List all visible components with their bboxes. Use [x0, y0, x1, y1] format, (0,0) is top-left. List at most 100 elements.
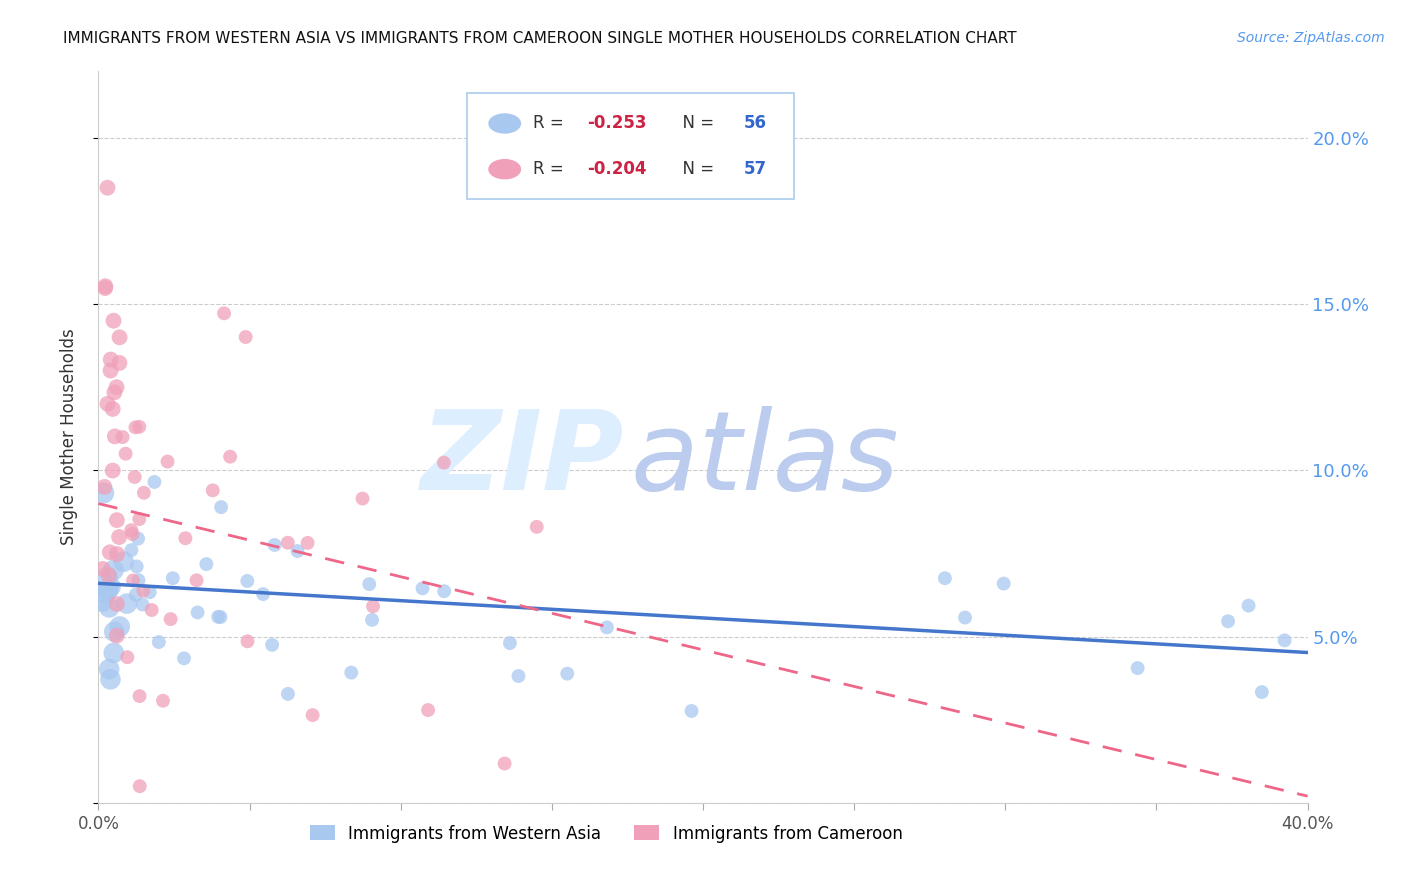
Point	[120, 543, 142, 558]
Point	[124, 588, 146, 602]
Point	[128, 512, 150, 526]
Point	[596, 620, 619, 634]
Point	[115, 597, 138, 611]
Point	[128, 419, 150, 434]
Point	[195, 557, 218, 571]
Point	[162, 571, 184, 585]
Point	[132, 485, 155, 500]
Point	[416, 703, 439, 717]
Point	[98, 662, 121, 676]
Point	[98, 545, 121, 559]
Point	[121, 527, 143, 541]
Text: 57: 57	[744, 161, 768, 178]
Point	[117, 650, 139, 665]
Point	[138, 585, 160, 599]
Text: atlas: atlas	[630, 406, 898, 513]
Point	[93, 586, 115, 600]
Point	[120, 523, 142, 537]
Point	[96, 570, 118, 584]
Point	[993, 576, 1015, 591]
Point	[1126, 661, 1149, 675]
Point	[105, 513, 128, 527]
Legend: Immigrants from Western Asia, Immigrants from Cameroon: Immigrants from Western Asia, Immigrants…	[304, 818, 910, 849]
Point	[111, 430, 134, 444]
Text: ZIP: ZIP	[420, 406, 624, 513]
Point	[94, 281, 117, 295]
Point	[132, 583, 155, 598]
Point	[97, 582, 120, 597]
Point	[236, 634, 259, 648]
Point	[235, 330, 257, 344]
Point	[186, 574, 208, 588]
Point	[212, 306, 235, 320]
Point	[301, 708, 323, 723]
Point	[131, 598, 153, 612]
Text: Source: ZipAtlas.com: Source: ZipAtlas.com	[1237, 31, 1385, 45]
Point	[108, 356, 131, 370]
Point	[91, 562, 114, 576]
Y-axis label: Single Mother Households: Single Mother Households	[59, 329, 77, 545]
Point	[277, 535, 299, 549]
Point	[103, 314, 125, 328]
Point	[412, 582, 434, 596]
Point	[252, 587, 274, 601]
Point	[98, 600, 121, 615]
Point	[103, 385, 125, 400]
Point	[219, 450, 242, 464]
Point	[108, 619, 131, 633]
Point	[1274, 633, 1296, 648]
Point	[141, 603, 163, 617]
Point	[297, 536, 319, 550]
Point	[128, 689, 150, 703]
Point	[114, 447, 136, 461]
Point	[263, 538, 285, 552]
Point	[361, 599, 384, 614]
Point	[287, 544, 309, 558]
Point	[433, 456, 456, 470]
Point	[352, 491, 374, 506]
Point	[93, 486, 115, 500]
Point	[262, 638, 284, 652]
Point	[93, 480, 115, 494]
Point	[108, 330, 131, 344]
Point	[152, 694, 174, 708]
Point	[127, 532, 149, 546]
Point	[159, 612, 181, 626]
Point	[555, 666, 578, 681]
Circle shape	[489, 160, 520, 178]
Point	[934, 571, 956, 585]
Point	[105, 629, 128, 643]
Point	[433, 584, 456, 599]
Text: R =: R =	[533, 114, 568, 133]
Point	[91, 594, 114, 608]
Point	[236, 574, 259, 588]
Point	[124, 420, 146, 434]
Point	[953, 610, 976, 624]
Point	[100, 363, 122, 377]
Text: N =: N =	[672, 161, 718, 178]
Point	[96, 180, 118, 194]
Point	[103, 646, 125, 660]
Point	[128, 779, 150, 793]
Point	[125, 559, 148, 574]
Point	[97, 568, 120, 582]
Point	[97, 582, 120, 597]
Point	[100, 673, 122, 687]
Point	[101, 401, 124, 416]
Point	[105, 547, 128, 561]
Text: N =: N =	[672, 114, 718, 133]
Point	[101, 464, 124, 478]
Point	[681, 704, 703, 718]
Point	[96, 397, 118, 411]
Point	[174, 531, 197, 545]
Text: 56: 56	[744, 114, 768, 133]
Point	[1250, 685, 1272, 699]
Text: R =: R =	[533, 161, 568, 178]
Point	[105, 597, 128, 611]
Text: -0.204: -0.204	[586, 161, 647, 178]
Point	[122, 574, 145, 588]
Point	[100, 580, 122, 594]
Point	[201, 483, 224, 498]
Point	[277, 687, 299, 701]
Point	[104, 429, 127, 443]
